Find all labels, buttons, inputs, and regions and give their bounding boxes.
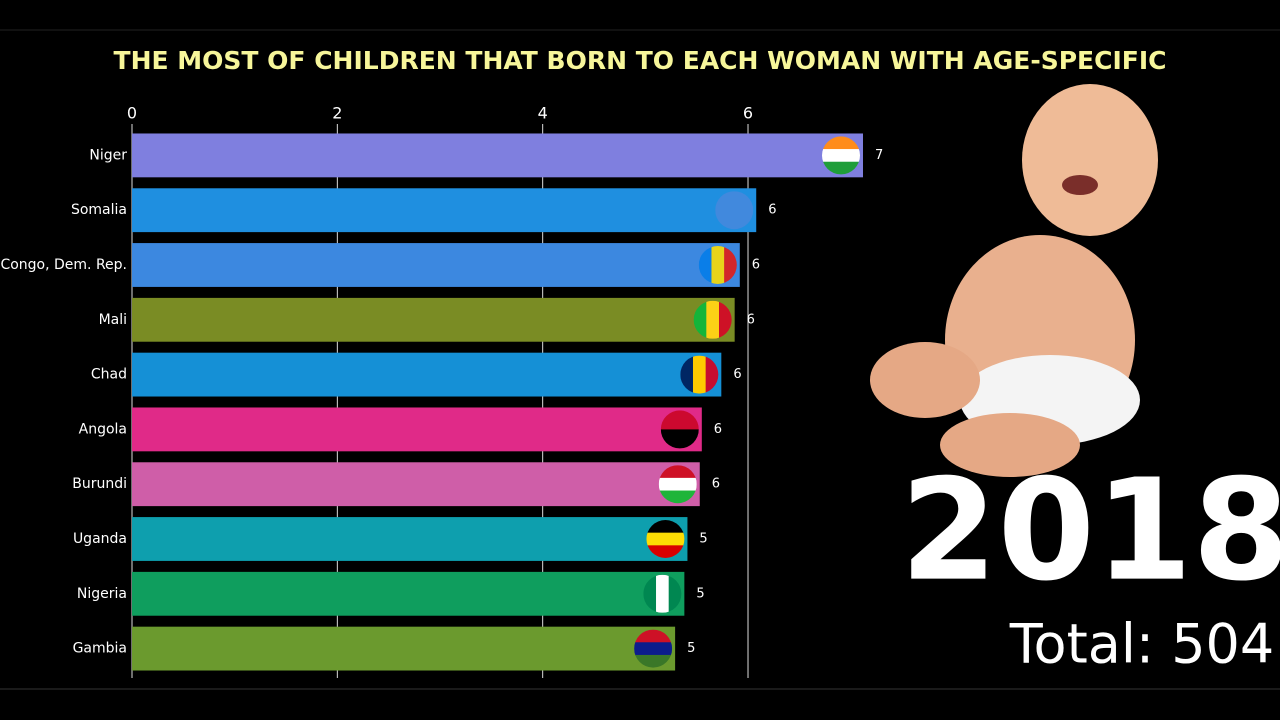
bar bbox=[132, 462, 700, 507]
flag-stripe bbox=[715, 191, 754, 230]
value-label: 5 bbox=[696, 586, 704, 601]
bar bbox=[132, 571, 685, 616]
total-label: Total: 504 bbox=[1009, 613, 1275, 676]
value-label: 6 bbox=[747, 312, 755, 327]
bar bbox=[132, 517, 688, 561]
flag bbox=[634, 629, 673, 668]
bar bbox=[132, 407, 702, 452]
y-tick-label: Uganda bbox=[73, 531, 127, 547]
flag bbox=[698, 246, 737, 284]
flag-stripe bbox=[718, 300, 732, 339]
flag-stripe bbox=[705, 355, 719, 394]
value-label: 6 bbox=[752, 258, 760, 273]
y-tick-label: Chad bbox=[91, 367, 127, 383]
flag-stripe bbox=[822, 161, 860, 175]
y-tick-label: Niger bbox=[89, 147, 127, 163]
flag-stripe bbox=[692, 355, 707, 394]
flag-stripe bbox=[822, 149, 860, 163]
value-label: 6 bbox=[712, 477, 720, 492]
value-label: 5 bbox=[699, 532, 707, 547]
bar bbox=[132, 133, 863, 178]
bar bbox=[132, 352, 722, 397]
value-label: 6 bbox=[733, 367, 741, 382]
flag-stripe bbox=[634, 642, 673, 656]
y-tick-label: Somalia bbox=[71, 202, 127, 218]
flag-stripe bbox=[646, 520, 685, 534]
flag-stripe bbox=[658, 465, 697, 479]
baby-illustration bbox=[870, 84, 1158, 477]
flag-stripe bbox=[724, 246, 737, 284]
flag-stripe bbox=[646, 545, 685, 558]
flag bbox=[693, 300, 732, 339]
x-tick-label: 6 bbox=[743, 104, 753, 123]
y-tick-label: Mali bbox=[99, 312, 127, 328]
flag-stripe bbox=[693, 300, 707, 339]
year-label: 2018 bbox=[900, 450, 1280, 613]
bar bbox=[132, 297, 735, 342]
chart-title: THE MOST OF CHILDREN THAT BORN TO EACH W… bbox=[114, 46, 1167, 75]
flag-stripe bbox=[698, 246, 712, 284]
flag-stripe bbox=[668, 574, 682, 613]
flag-stripe bbox=[658, 490, 697, 504]
flag-stripe bbox=[634, 629, 673, 643]
flag bbox=[680, 355, 719, 394]
flag-stripe bbox=[656, 574, 670, 613]
y-tick-label: Congo, Dem. Rep. bbox=[0, 257, 127, 273]
flag-stripe bbox=[822, 136, 860, 150]
flag-stripe bbox=[634, 654, 673, 668]
flag-stripe bbox=[706, 300, 720, 339]
flag bbox=[646, 520, 685, 558]
y-tick-label: Burundi bbox=[72, 476, 127, 492]
flag bbox=[660, 410, 699, 449]
flag-stripe bbox=[658, 477, 697, 492]
flag-stripe bbox=[643, 574, 657, 613]
bar bbox=[132, 188, 757, 233]
bar bbox=[132, 243, 740, 287]
flag bbox=[822, 136, 860, 175]
x-tick-label: 0 bbox=[127, 104, 137, 123]
flag-stripe bbox=[711, 246, 725, 284]
flag-stripe bbox=[660, 410, 699, 430]
value-label: 5 bbox=[687, 641, 695, 656]
flag bbox=[715, 191, 754, 230]
value-label: 7 bbox=[875, 148, 883, 163]
flag bbox=[643, 574, 682, 613]
flag-stripe bbox=[660, 429, 699, 449]
bar bbox=[132, 626, 676, 671]
y-tick-label: Gambia bbox=[73, 641, 127, 657]
y-tick-label: Angola bbox=[79, 421, 127, 437]
flag-stripe bbox=[680, 355, 694, 394]
value-label: 6 bbox=[768, 203, 776, 218]
x-tick-label: 2 bbox=[332, 104, 342, 123]
flag bbox=[658, 465, 697, 504]
value-label: 6 bbox=[714, 422, 722, 437]
y-tick-label: Nigeria bbox=[77, 586, 127, 602]
x-tick-label: 4 bbox=[538, 104, 548, 123]
flag-stripe bbox=[646, 532, 685, 546]
